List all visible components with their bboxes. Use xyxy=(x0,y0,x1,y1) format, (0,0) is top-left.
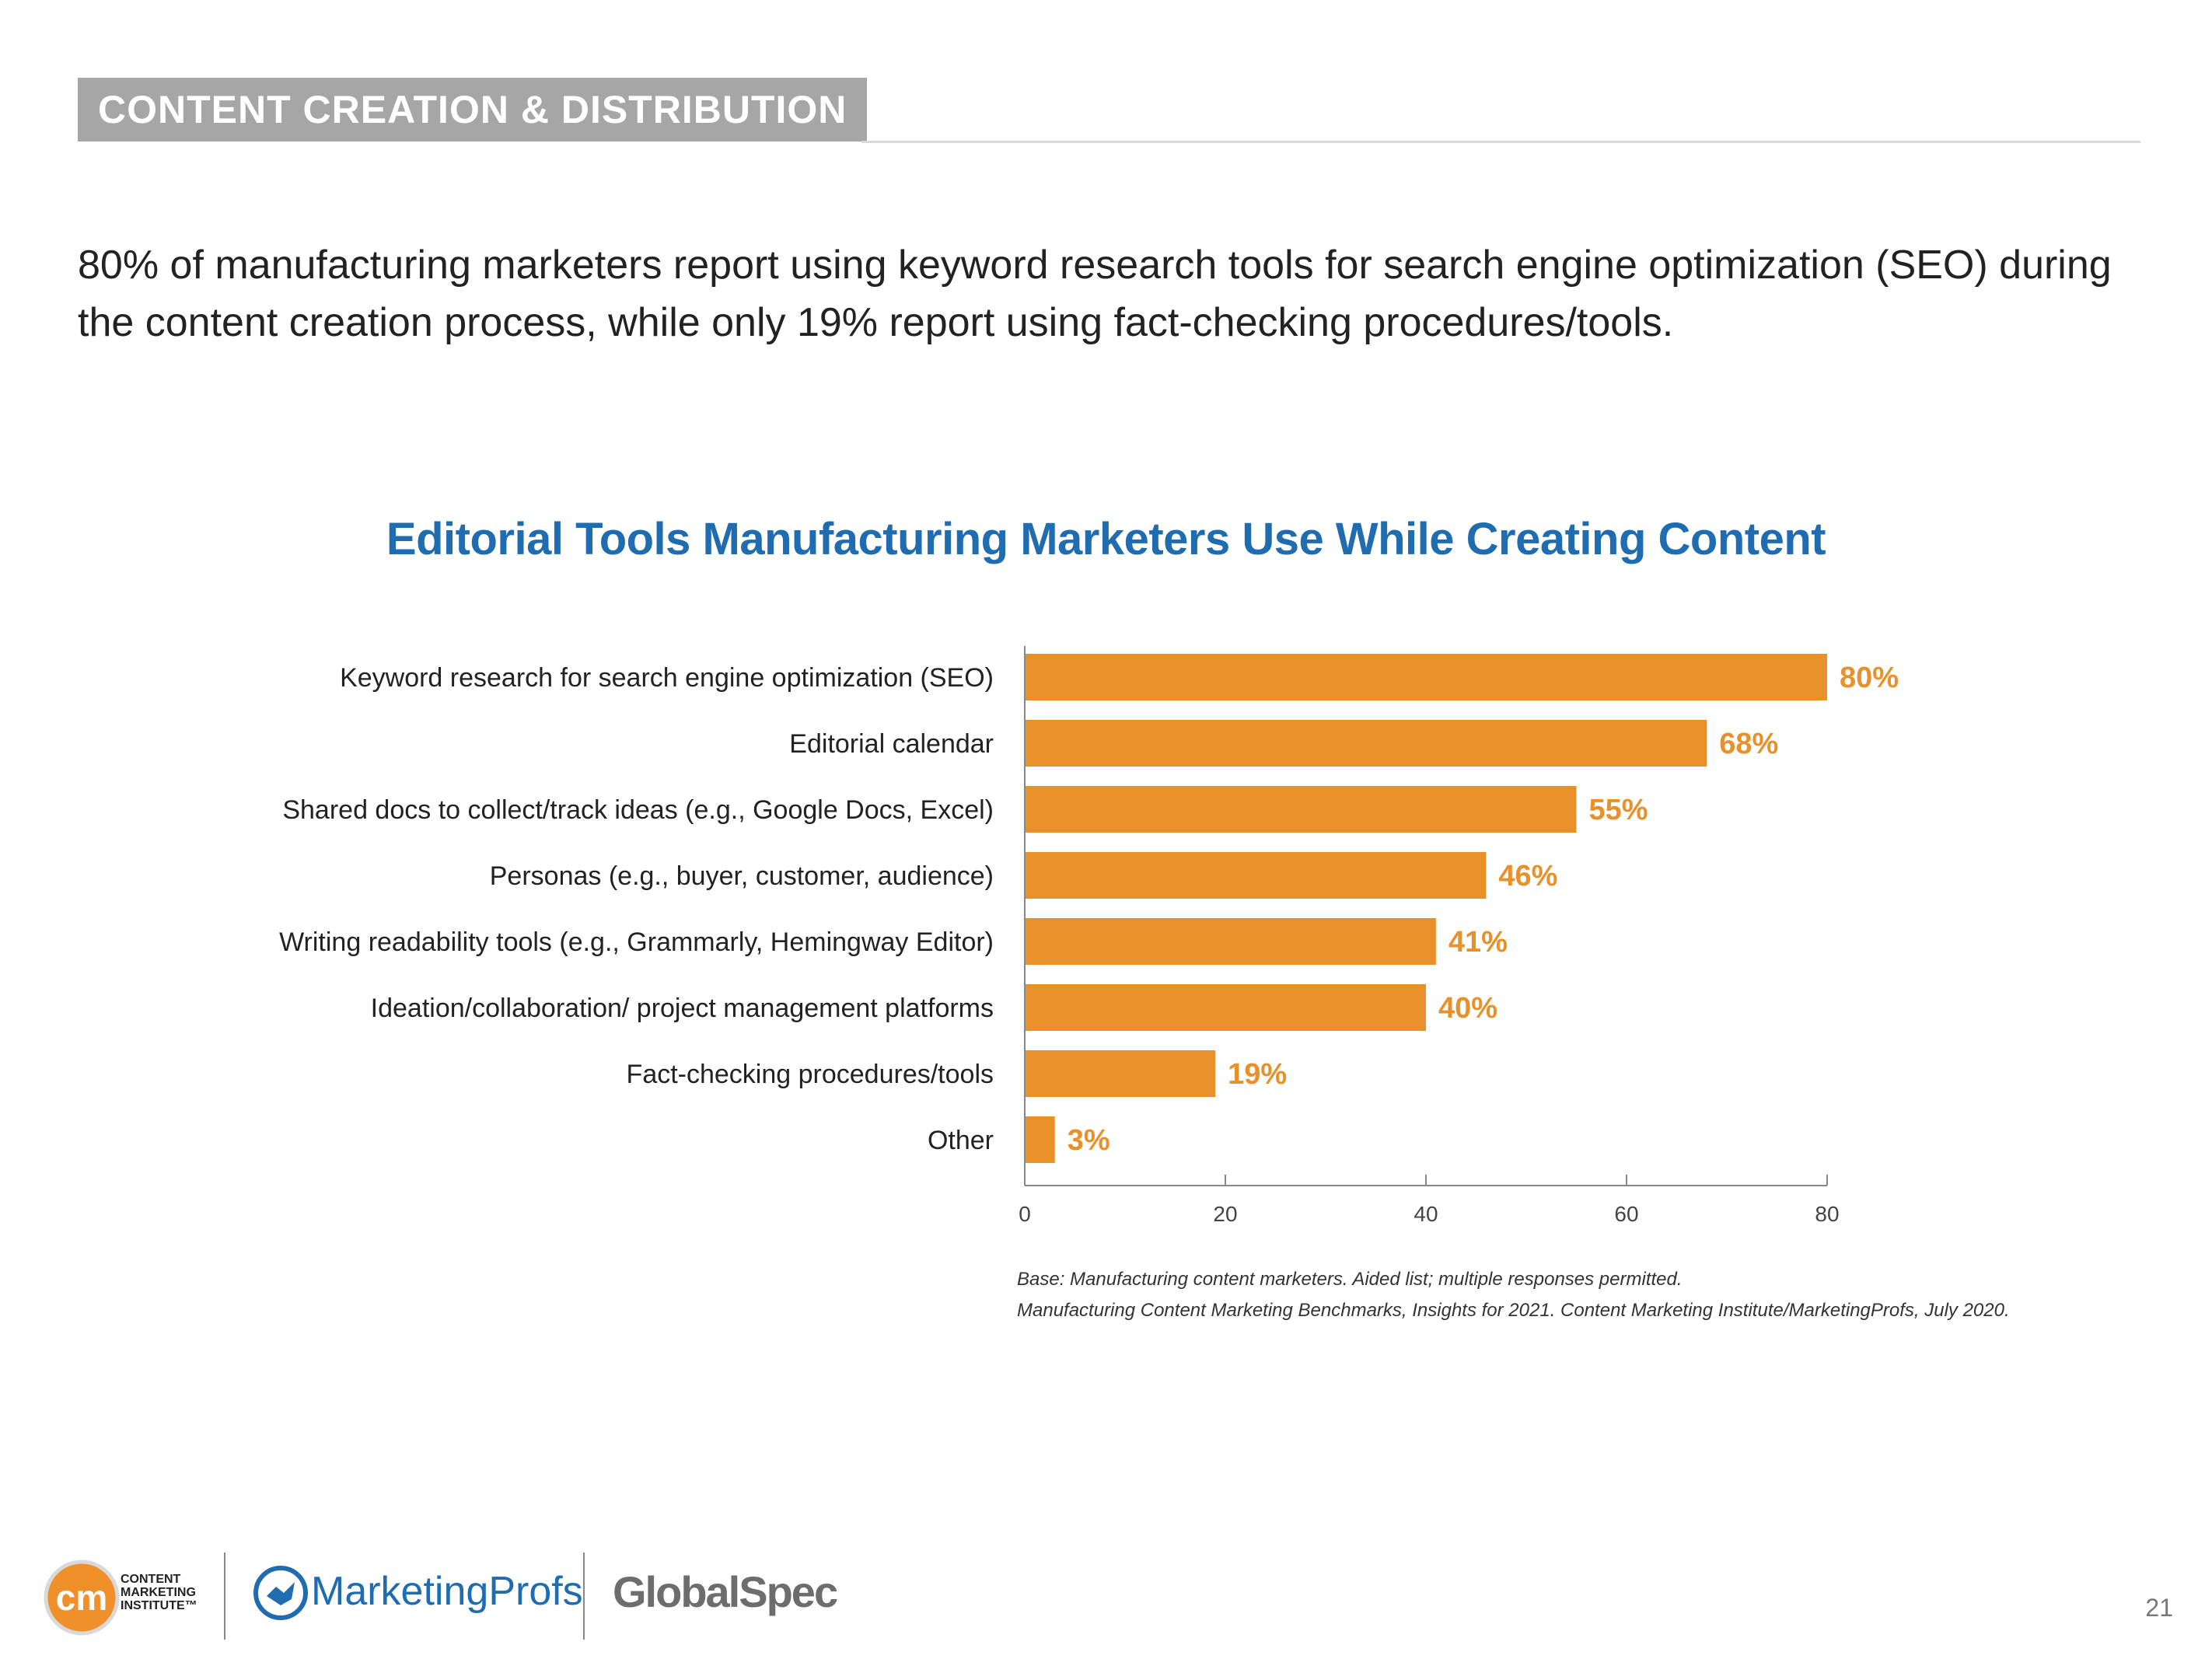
value-label: 55% xyxy=(1589,794,1648,826)
category-label: Other xyxy=(928,1126,994,1155)
x-tick-label: 60 xyxy=(1614,1202,1638,1226)
footer-divider xyxy=(224,1552,225,1640)
lead-text: 80% of manufacturing marketers report us… xyxy=(78,243,2112,345)
x-tick-label: 80 xyxy=(1815,1202,1839,1226)
cmi-wordmark: CONTENT MARKETING INSTITUTE™ xyxy=(121,1573,222,1612)
chart-title: Editorial Tools Manufacturing Marketers … xyxy=(386,514,1826,564)
bar xyxy=(1025,852,1487,899)
category-label: Ideation/collaboration/ project manageme… xyxy=(371,994,994,1023)
bar xyxy=(1025,1116,1055,1163)
value-label: 68% xyxy=(1719,728,1778,760)
x-tick-label: 0 xyxy=(1019,1202,1031,1226)
globalspec-wordmark: GlobalSpec xyxy=(613,1567,838,1616)
section-tag: CONTENT CREATION & DISTRIBUTION xyxy=(78,78,868,141)
marketingprofs-logo-icon xyxy=(253,1566,308,1620)
section-divider xyxy=(861,141,2140,143)
x-tick-label: 40 xyxy=(1414,1202,1438,1226)
category-label: Personas (e.g., buyer, customer, audienc… xyxy=(490,861,994,891)
x-axis: 0 20 40 60 80 xyxy=(1019,646,1840,1226)
category-label: Writing readability tools (e.g., Grammar… xyxy=(279,927,994,957)
source-note: Manufacturing Content Marketing Benchmar… xyxy=(1017,1300,2010,1321)
footer: cm CONTENT MARKETING INSTITUTE™ Marketin… xyxy=(0,1535,2212,1644)
bar-chart: Keyword research for search engine optim… xyxy=(279,646,1899,1226)
bar xyxy=(1025,786,1577,833)
value-label: 41% xyxy=(1448,926,1508,959)
bar xyxy=(1025,1050,1216,1097)
category-label: Fact-checking procedures/tools xyxy=(627,1060,994,1089)
category-label: Shared docs to collect/track ideas (e.g.… xyxy=(282,795,994,825)
base-note: Base: Manufacturing content marketers. A… xyxy=(1017,1269,1683,1290)
page-number: 21 xyxy=(2145,1594,2173,1622)
cmi-line-1: CONTENT xyxy=(121,1573,181,1586)
value-label: 40% xyxy=(1438,992,1497,1025)
cmi-logo-icon: cm xyxy=(44,1559,120,1636)
x-tick-label: 20 xyxy=(1213,1202,1237,1226)
bars-layer: Keyword research for search engine optim… xyxy=(279,654,1899,1163)
footer-divider xyxy=(583,1552,585,1640)
category-label: Keyword research for search engine optim… xyxy=(340,663,994,693)
bar xyxy=(1025,918,1436,965)
value-label: 80% xyxy=(1840,662,1899,694)
cmi-line-3: INSTITUTE™ xyxy=(121,1599,197,1612)
value-label: 3% xyxy=(1068,1124,1110,1157)
cmi-logo-letters: cm xyxy=(56,1577,107,1618)
category-label: Editorial calendar xyxy=(789,729,994,759)
cmi-line-2: MARKETING xyxy=(121,1586,196,1599)
bar xyxy=(1025,654,1827,700)
value-label: 19% xyxy=(1228,1058,1287,1091)
value-label: 46% xyxy=(1498,860,1557,892)
marketingprofs-wordmark: MarketingProfs xyxy=(311,1569,583,1614)
bar xyxy=(1025,984,1426,1031)
bar xyxy=(1025,720,1707,767)
